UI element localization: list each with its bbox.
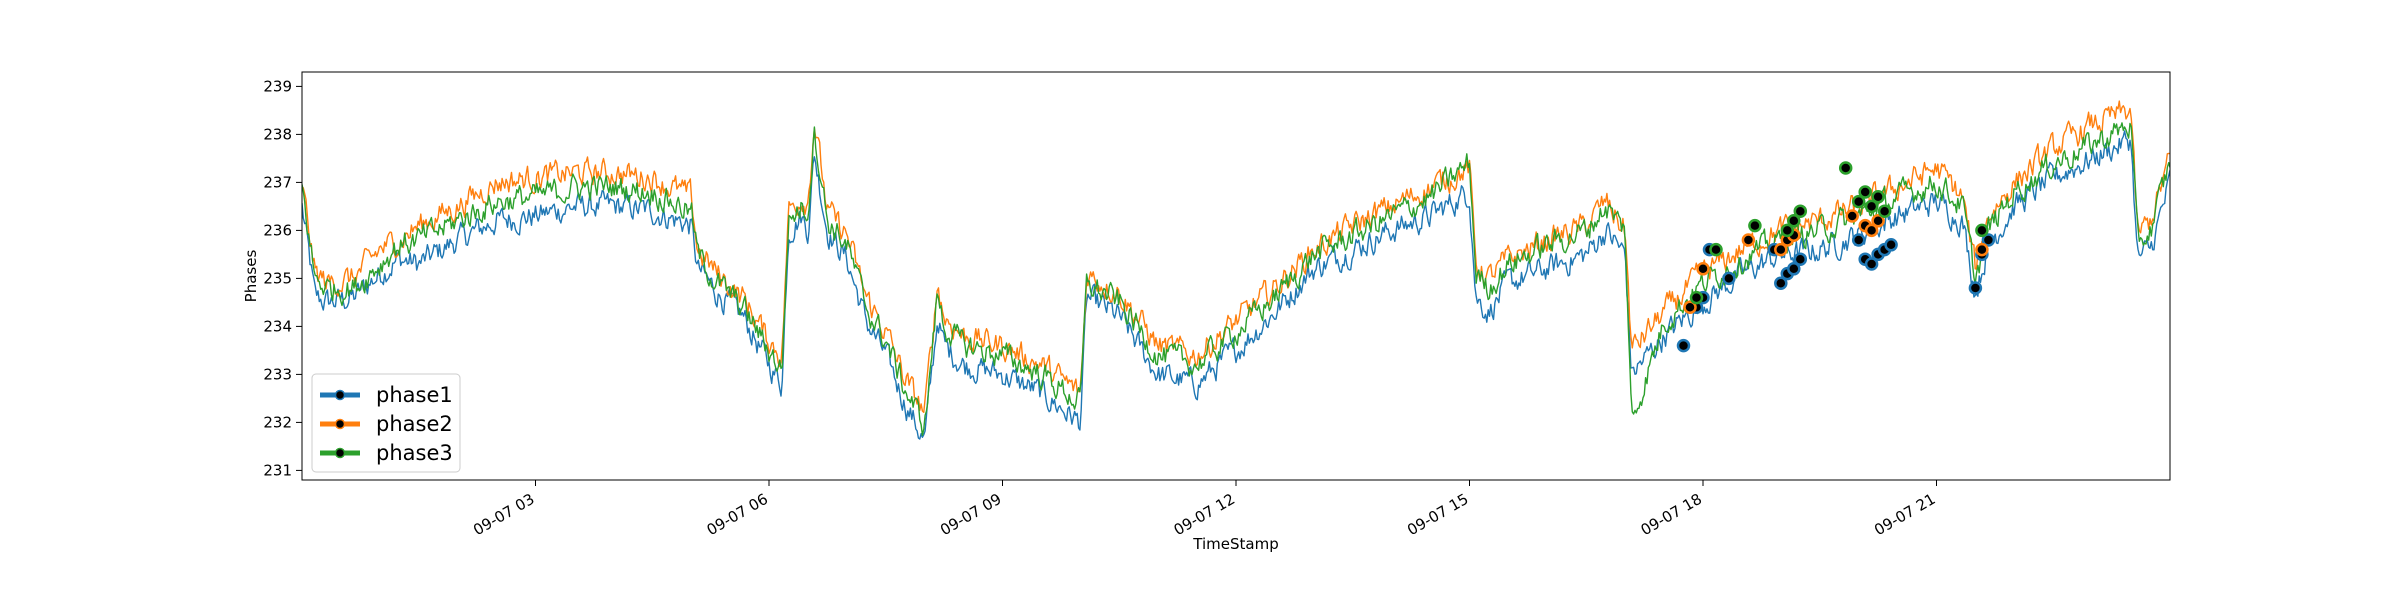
legend-marker-phase3 bbox=[334, 447, 346, 459]
y-tick-label-235: 235 bbox=[263, 269, 292, 287]
marker-phase3-0 bbox=[1689, 290, 1704, 305]
marker-phase3-12 bbox=[1975, 223, 1989, 238]
y-tick-label-239: 239 bbox=[263, 77, 292, 95]
marker-phase2-6 bbox=[1845, 209, 1859, 223]
y-tick-label-234: 234 bbox=[263, 317, 292, 335]
plot-area bbox=[301, 71, 2171, 481]
marker-phase2-0 bbox=[1683, 300, 1697, 314]
marker-phase1-0 bbox=[1676, 338, 1691, 353]
series-line-phase3 bbox=[302, 122, 2170, 436]
marker-layer bbox=[1676, 161, 1996, 353]
y-tick-label-236: 236 bbox=[263, 221, 292, 239]
marker-phase1-4 bbox=[1722, 271, 1736, 286]
y-tick-label-237: 237 bbox=[263, 173, 292, 191]
y-tick-label-238: 238 bbox=[263, 125, 292, 143]
legend: phase1 phase2 phase3 bbox=[311, 373, 461, 473]
legend-marker-phase1 bbox=[334, 389, 346, 401]
marker-phase1-18 bbox=[1981, 233, 1996, 247]
marker-phase3-4 bbox=[1787, 214, 1801, 228]
marker-phase2-8 bbox=[1864, 223, 1879, 238]
marker-phase2-2 bbox=[1741, 233, 1756, 247]
x-axis-title: TimeStamp bbox=[1192, 535, 1278, 553]
legend-label-phase3: phase3 bbox=[376, 441, 453, 465]
y-axis: 231 232 233 234 235 236 237 238 239 bbox=[263, 77, 302, 479]
marker-phase3-10 bbox=[1871, 190, 1885, 204]
marker-phase3-6 bbox=[1838, 161, 1853, 175]
series-line-phase1 bbox=[302, 130, 2170, 440]
y-tick-label-231: 231 bbox=[263, 461, 292, 479]
marker-phase3-8 bbox=[1858, 185, 1872, 199]
legend-box bbox=[311, 373, 461, 473]
marker-phase1-12 bbox=[1864, 257, 1879, 271]
y-tick-label-232: 232 bbox=[263, 413, 292, 431]
legend-marker-phase2 bbox=[334, 418, 346, 430]
y-axis-title: Phases bbox=[242, 250, 260, 303]
marker-phase2-3 bbox=[1774, 242, 1788, 257]
legend-label-phase2: phase2 bbox=[376, 412, 453, 436]
legend-label-phase1: phase1 bbox=[376, 383, 453, 407]
marker-phase3-2 bbox=[1748, 218, 1762, 233]
marker-phase1-10 bbox=[1851, 233, 1866, 247]
marker-phase1-6 bbox=[1774, 276, 1788, 290]
marker-phase3-7 bbox=[1851, 194, 1866, 209]
marker-phase1-16 bbox=[1968, 281, 1983, 295]
marker-phase1-15 bbox=[1884, 238, 1898, 252]
marker-phase2-1 bbox=[1696, 262, 1710, 276]
y-tick-label-233: 233 bbox=[263, 365, 292, 383]
marker-phase3-9 bbox=[1864, 199, 1879, 214]
marker-phase3-3 bbox=[1780, 223, 1795, 238]
marker-phase2-9 bbox=[1871, 214, 1885, 228]
marker-phase3-5 bbox=[1793, 204, 1808, 218]
marker-phase1-9 bbox=[1793, 252, 1808, 266]
marker-phase2-10 bbox=[1975, 242, 1989, 257]
marker-phase3-11 bbox=[1877, 204, 1892, 218]
marker-phase3-1 bbox=[1709, 242, 1723, 257]
marker-phase1-8 bbox=[1787, 262, 1801, 276]
